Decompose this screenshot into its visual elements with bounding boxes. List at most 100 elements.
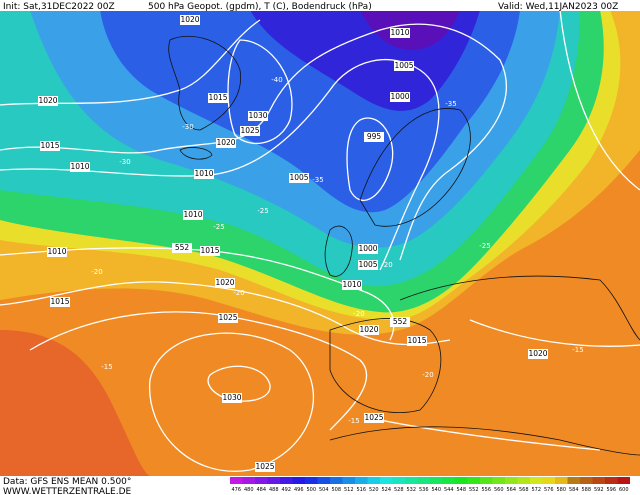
isobar-label-box <box>358 244 378 254</box>
isobar-label: 1020 <box>215 278 235 288</box>
temperature-label: -25 <box>213 223 224 231</box>
temperature-label: -15 <box>572 346 583 354</box>
isobar-label-text: 1000 <box>390 92 409 101</box>
isobar-label: 1015 <box>208 93 228 103</box>
scale-label: 496 <box>294 487 304 493</box>
isobar-label-text: 1000 <box>358 244 377 253</box>
isobar-label-text: 1020 <box>359 325 378 334</box>
isobar-label: 1005 <box>358 260 378 270</box>
scale-label: 596 <box>606 487 616 493</box>
scale-swatch <box>267 477 280 484</box>
scale-swatch <box>455 477 468 484</box>
scale-swatch <box>255 477 268 484</box>
isobar <box>379 419 601 451</box>
temperature-label: -30 <box>182 123 193 131</box>
temperature-label: -40 <box>271 76 282 84</box>
isobar-label-box <box>47 247 67 257</box>
isobar-label: 1020 <box>38 96 58 106</box>
isobar-label-box <box>390 92 410 102</box>
scale-swatch <box>292 477 305 484</box>
scale-swatch <box>430 477 443 484</box>
isobar-label: 1010 <box>342 280 362 290</box>
temperature-label: -25 <box>257 207 268 215</box>
isobar-label-box <box>528 349 548 359</box>
isobar-label-text: 1015 <box>40 141 59 150</box>
scale-swatch <box>492 477 505 484</box>
scale-label: 564 <box>506 487 516 493</box>
isobar-label-text: 1030 <box>248 111 267 120</box>
scale-swatch <box>480 477 493 484</box>
isobars <box>0 9 640 472</box>
isobar-label-text: 1020 <box>180 15 199 24</box>
scale-label: 572 <box>531 487 541 493</box>
isobar-label-box <box>215 278 235 288</box>
scale-swatch <box>242 477 255 484</box>
isobar <box>149 332 314 472</box>
isobar-label: 1020 <box>180 15 200 25</box>
isobar-label-box <box>194 169 214 179</box>
isobar-label-box <box>38 96 58 106</box>
scandinavia-coast <box>359 108 471 227</box>
isobar-label: 1005 <box>394 61 414 71</box>
scale-label: 500 <box>306 487 316 493</box>
field-red <box>0 330 150 476</box>
isobar <box>29 311 368 431</box>
isobar-label: 1025 <box>255 462 275 472</box>
isobar-label: 1010 <box>70 162 90 172</box>
isobar-label: 1025 <box>218 313 238 323</box>
scale-swatch <box>280 477 293 484</box>
scale-swatch <box>417 477 430 484</box>
isobar-label-box <box>240 126 260 136</box>
scale-swatch <box>555 477 568 484</box>
isobar-label-text: 1020 <box>216 138 235 147</box>
isobar-label: 1010 <box>390 28 410 38</box>
isobar-label-box <box>390 317 410 327</box>
isobar-label-text: 1025 <box>255 462 274 471</box>
website: WWW.WETTERZENTRALE.DE <box>3 487 132 495</box>
isobar-label-box <box>70 162 90 172</box>
isobar-label-box <box>255 462 275 472</box>
scale-swatch <box>617 477 630 484</box>
temperature-label: -30 <box>119 158 130 166</box>
britain-coast <box>324 225 353 277</box>
scale-swatch <box>467 477 480 484</box>
scale-label: 528 <box>394 487 404 493</box>
scale-label: 544 <box>444 487 454 493</box>
isobar <box>346 117 394 202</box>
isobar-label: 1000 <box>358 244 378 254</box>
init-time: Init: Sat,31DEC2022 00Z <box>3 2 115 12</box>
scale-swatch <box>580 477 593 484</box>
scale-label: 504 <box>319 487 329 493</box>
iberia-coast <box>329 318 442 413</box>
scale-label: 476 <box>231 487 241 493</box>
scale-label: 592 <box>594 487 604 493</box>
isobar-label: 1025 <box>240 126 260 136</box>
isobar <box>0 281 451 346</box>
iceland-coast <box>179 147 213 160</box>
scale-swatch <box>317 477 330 484</box>
isobar-label-box <box>180 15 200 25</box>
isobar-label-text: 1005 <box>394 61 413 70</box>
isobar-label-box <box>359 325 379 335</box>
scale-label: 536 <box>419 487 429 493</box>
scale-label: 552 <box>469 487 479 493</box>
isobar-label: 1010 <box>183 210 203 220</box>
isobar-label-text: 1010 <box>390 28 409 37</box>
scale-label: 568 <box>519 487 529 493</box>
scale-label: 532 <box>406 487 416 493</box>
valid-time: Valid: Wed,11JAN2023 00Z <box>498 2 618 12</box>
scale-label: 580 <box>556 487 566 493</box>
temperature-label: -20 <box>381 261 392 269</box>
isobar-label-box <box>208 93 228 103</box>
isobar-label-text: 1010 <box>70 162 89 171</box>
isobar <box>0 247 395 341</box>
isobar <box>207 365 271 402</box>
isobar-label: 1020 <box>528 349 548 359</box>
isobar-label-text: 1010 <box>194 169 213 178</box>
scale-label: 560 <box>494 487 504 493</box>
scale-swatch <box>230 477 243 484</box>
scale-swatch <box>542 477 555 484</box>
scale-label: 524 <box>381 487 391 493</box>
isobar-label-box <box>289 173 309 183</box>
isobar <box>469 319 640 347</box>
